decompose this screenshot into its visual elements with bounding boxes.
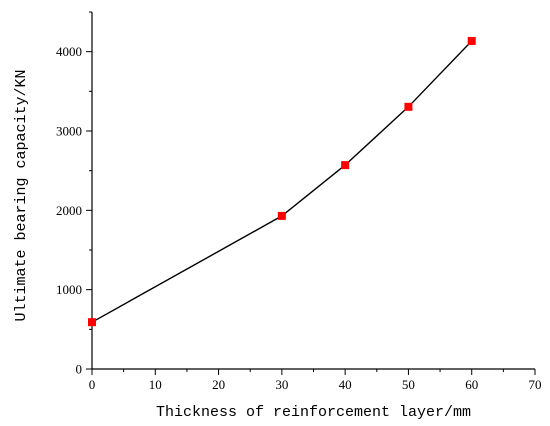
ticks (86, 11, 536, 375)
y-tick-label: 0 (76, 362, 83, 377)
data-point (277, 211, 286, 220)
tick-labels: 0 10 20 30 40 50 60 70 0 1000 2000 3000 4000 (56, 44, 542, 392)
x-tick-label: 50 (402, 377, 415, 392)
data-point (467, 36, 476, 45)
x-tick-label: 10 (149, 377, 162, 392)
y-tick-label: 3000 (56, 124, 82, 139)
data-point (404, 102, 413, 111)
x-tick-label: 0 (89, 377, 96, 392)
x-tick-label: 20 (212, 377, 225, 392)
series-line (91, 40, 473, 323)
series (88, 36, 476, 327)
x-tick-label: 30 (275, 377, 288, 392)
y-axis-title: Ultimate bearing capacity/KN (13, 69, 30, 321)
x-axis-title: Thickness of reinforcement layer/mm (156, 404, 471, 421)
y-tick-label: 1000 (56, 282, 82, 297)
y-tick-label: 2000 (56, 203, 82, 218)
data-point (88, 318, 96, 327)
x-tick-label: 60 (465, 377, 478, 392)
x-tick-label: 40 (339, 377, 352, 392)
data-point (341, 161, 350, 170)
y-tick-label: 4000 (56, 44, 82, 59)
x-tick-label: 70 (529, 377, 542, 392)
